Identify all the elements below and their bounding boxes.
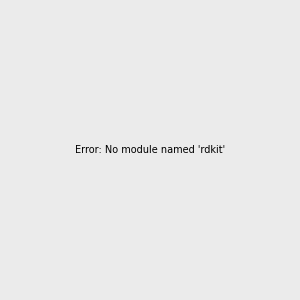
Text: Error: No module named 'rdkit': Error: No module named 'rdkit' (75, 145, 225, 155)
